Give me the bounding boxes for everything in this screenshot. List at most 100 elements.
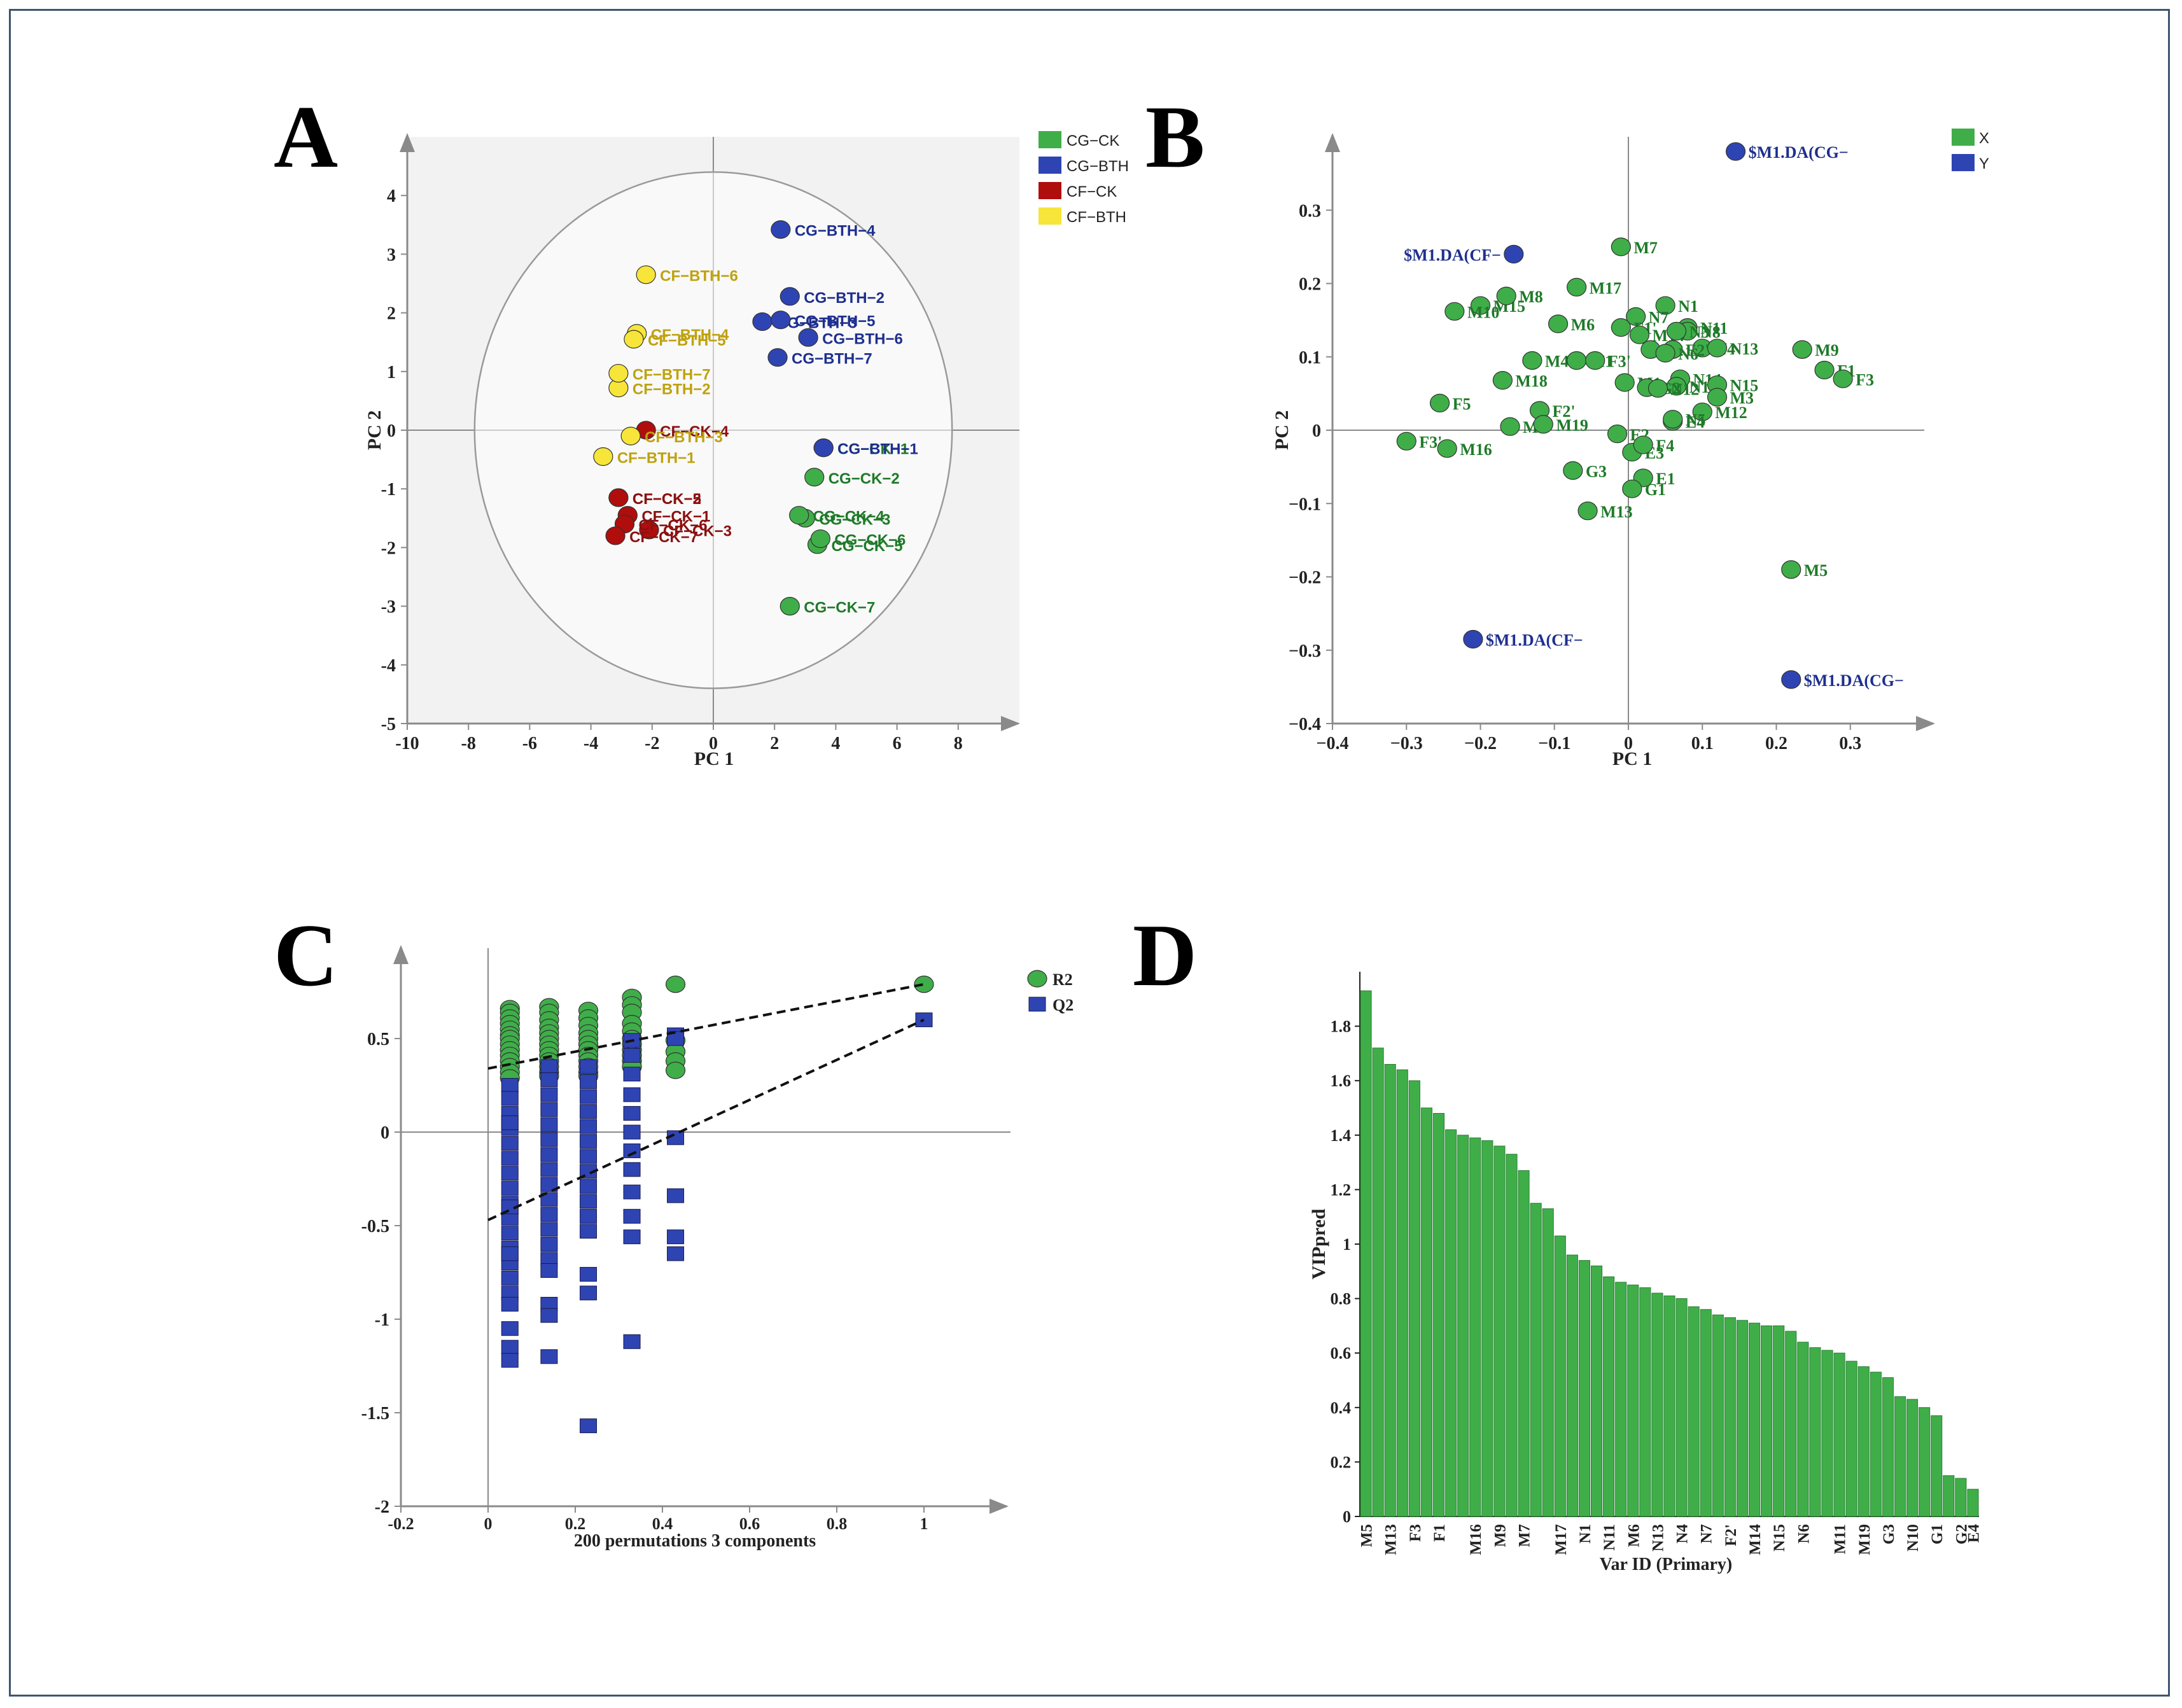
panel-b-point-label: F5	[1453, 395, 1471, 413]
panel-d-bar	[1809, 1347, 1821, 1517]
panel-c-legend-marker	[1027, 970, 1047, 988]
panel-c-q2-point	[501, 1091, 519, 1106]
panel-c-q2-point	[623, 1334, 641, 1349]
panel-a-point-label: CG−CK−3	[819, 511, 890, 528]
panel-b-point	[1622, 479, 1642, 498]
panel-d-y-tick-label: 0	[1343, 1508, 1351, 1526]
panel-d-x-tick-label: N6	[1795, 1524, 1812, 1544]
panel-d-bar	[1445, 1129, 1457, 1517]
panel-b-point	[1814, 360, 1835, 380]
panel-d-bar	[1603, 1276, 1615, 1517]
panel-b-point	[1607, 424, 1628, 444]
panel-b-legend-swatch	[1952, 129, 1975, 146]
panel-c-q2-point	[540, 1072, 558, 1088]
panel-d-bar	[1821, 1350, 1833, 1517]
panel-b-point	[1655, 296, 1675, 315]
panel-a-point	[605, 526, 626, 545]
panel-c-fit-line-r2	[487, 983, 925, 1070]
panel-d-x-tick-label: N7	[1698, 1524, 1716, 1544]
panel-b-point-label: N7	[1649, 308, 1669, 326]
panel-c-q2-point	[540, 1236, 558, 1252]
panel-c-q2-point	[667, 1031, 685, 1046]
panel-c-q2-point	[501, 1270, 519, 1285]
panel-d-x-tick-label: N13	[1649, 1524, 1667, 1551]
panel-d-bar	[1761, 1325, 1773, 1517]
panel-b-point-label: N8	[1700, 323, 1721, 341]
panel-a-point	[813, 438, 834, 458]
panel-b-point	[1577, 501, 1598, 521]
panel-c-y-tick-label: -1.5	[361, 1404, 389, 1424]
panel-d-y-tick-label: 0.2	[1331, 1453, 1352, 1471]
panel-a-point	[798, 328, 818, 347]
panel-c-q2-point	[623, 1067, 641, 1082]
panel-a-legend-swatch	[1039, 131, 1061, 148]
panel-c-x-tick-label: 0.2	[565, 1515, 586, 1533]
panel-a-point-label: CG−BTH−5	[795, 313, 876, 330]
panel-b-point	[1500, 417, 1520, 436]
panel-a-legend-swatch	[1039, 157, 1061, 174]
panel-c-fit-line-q2	[487, 1018, 925, 1221]
panel-b-point	[1707, 339, 1728, 358]
panel-c-q2-point	[501, 1115, 519, 1130]
panel-c-q2-point	[667, 1188, 685, 1203]
panel-d-x-tick-label: E4	[1965, 1524, 1982, 1543]
panel-a-y-tick-label: 4	[387, 186, 396, 206]
panel-b-point	[1522, 351, 1542, 370]
panel-b-x-tick-label: 0.3	[1839, 734, 1861, 753]
panel-b-point	[1463, 629, 1483, 649]
panel-letter-b: B	[1145, 88, 1205, 186]
panel-a-point	[636, 265, 656, 284]
panel-d-bar	[1615, 1282, 1627, 1517]
panel-d-bar	[1396, 1069, 1408, 1517]
figure-border	[9, 9, 2170, 1697]
panel-b-point-label: M17	[1590, 279, 1622, 297]
panel-b-point	[1692, 402, 1712, 421]
panel-b-point	[1444, 302, 1465, 321]
panel-a-point-label: CG−CK−6	[834, 532, 906, 549]
panel-b-point	[1647, 379, 1668, 398]
panel-d-x-tick-label: M9	[1492, 1524, 1509, 1547]
panel-a-y-tick-label: -1	[381, 480, 396, 500]
panel-a-point-label: CF−BTH−7	[633, 367, 711, 384]
panel-a-ylabel: PC 2	[364, 410, 385, 451]
panel-a-x-tick-label: -4	[584, 734, 598, 753]
panel-d-bar	[1493, 1145, 1506, 1517]
panel-b-point	[1781, 560, 1801, 579]
panel-d-bar	[1554, 1235, 1566, 1517]
panel-d-x-tick-label: M17	[1553, 1524, 1570, 1555]
panel-d-x-tick-label: G3	[1880, 1524, 1898, 1544]
panel-c-q2-point	[667, 1246, 685, 1261]
panel-b-point-label: M3	[1730, 389, 1754, 407]
panel-a-point-label: CG−CK−4	[813, 508, 885, 526]
panel-d-bar	[1542, 1208, 1554, 1517]
panel-d-bar	[1967, 1488, 1979, 1517]
panel-d-x-tick-label: N10	[1905, 1524, 1922, 1551]
panel-d-y-tick-label: 1.6	[1331, 1072, 1352, 1090]
panel-c-q2-point	[540, 1222, 558, 1237]
panel-c-q2-point	[501, 1226, 519, 1241]
panel-b-point	[1614, 373, 1635, 392]
panel-c-xlabel: 200 permutations 3 components	[574, 1531, 816, 1551]
panel-a-point	[767, 348, 788, 367]
panel-c-q2-point	[540, 1349, 558, 1364]
panel-d-bar	[1797, 1341, 1809, 1517]
panel-b-point-label: M19	[1556, 416, 1588, 435]
panel-d-bar	[1749, 1322, 1761, 1517]
panel-b-point	[1666, 321, 1687, 341]
panel-a-y-tick-label: 3	[387, 245, 396, 265]
panel-c-q2-point	[580, 1119, 598, 1134]
panel-b-point	[1792, 340, 1812, 359]
panel-c-q2-point	[580, 1059, 598, 1074]
panel-c-q2-point	[540, 1102, 558, 1117]
panel-b-y-tick-label: −0.3	[1289, 641, 1321, 661]
panel-c-q2-point	[580, 1089, 598, 1104]
panel-b-point-label: N11	[1700, 319, 1728, 338]
panel-a-y-tick-label: -2	[381, 538, 396, 558]
panel-a-point-label: CF−CK−4	[660, 423, 729, 440]
panel-a-point	[624, 330, 644, 349]
panel-a-x-tick-label: 2	[770, 734, 779, 753]
panel-b-point-label: F3'	[1608, 353, 1631, 371]
panel-b-point-label: M7	[1633, 239, 1658, 257]
panel-c-q2-point	[580, 1194, 598, 1209]
